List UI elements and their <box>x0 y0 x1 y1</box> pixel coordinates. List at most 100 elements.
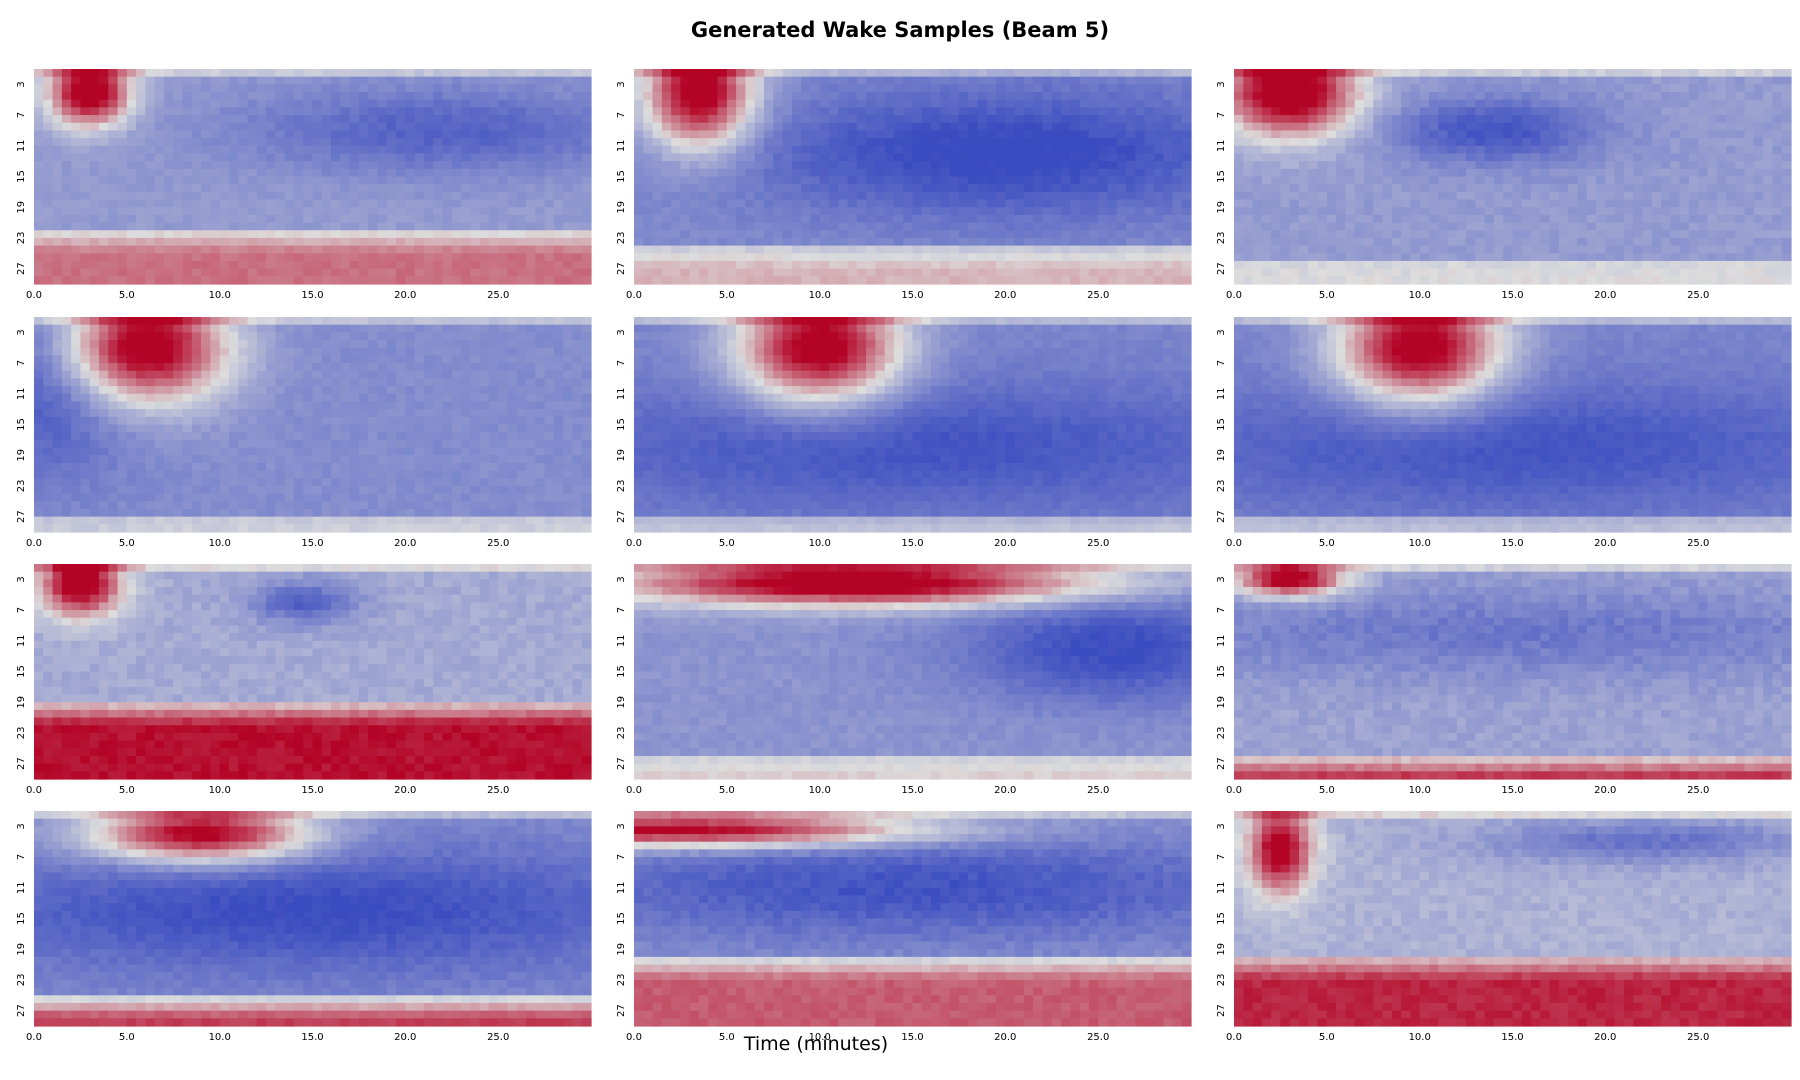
heatmap-cell <box>572 269 582 277</box>
heatmap-cell <box>1503 146 1513 154</box>
heatmap-cell <box>1540 84 1550 92</box>
heatmap-cell <box>773 100 783 108</box>
heatmap-cell <box>1262 223 1272 231</box>
heatmap-cell <box>1577 138 1587 146</box>
heatmap-cell <box>545 192 555 200</box>
heatmap-cell <box>535 77 545 85</box>
heatmap-cell <box>913 223 923 231</box>
heatmap-cell <box>1234 107 1244 115</box>
heatmap-cell <box>1717 138 1727 146</box>
heatmap-cell <box>220 253 230 261</box>
heatmap-cell <box>959 169 969 177</box>
heatmap-cell <box>461 215 471 223</box>
heatmap-cell <box>1531 184 1541 192</box>
heatmap-cell <box>1420 269 1430 277</box>
heatmap-cell <box>489 138 499 146</box>
heatmap-cell <box>1503 269 1513 277</box>
heatmap-cell <box>1438 184 1448 192</box>
heatmap-cell <box>727 153 737 161</box>
heatmap-cell <box>1670 200 1680 208</box>
heatmap-cell <box>368 184 378 192</box>
heatmap-cell <box>1782 92 1792 100</box>
heatmap-cell <box>1596 169 1606 177</box>
heatmap-cell <box>792 153 802 161</box>
heatmap-cell <box>1336 269 1346 277</box>
heatmap-cell <box>1089 100 1099 108</box>
heatmap-cell <box>1172 84 1182 92</box>
heatmap-cell <box>1243 69 1253 77</box>
heatmap-cell <box>1355 69 1365 77</box>
heatmap-cell <box>173 192 183 200</box>
heatmap-cell <box>238 253 248 261</box>
heatmap-cell <box>1253 153 1263 161</box>
heatmap-cell <box>71 261 81 269</box>
heatmap-cell <box>220 230 230 238</box>
heatmap-cell <box>653 169 663 177</box>
heatmap-cell <box>810 92 820 100</box>
heatmap-cell <box>653 215 663 223</box>
heatmap-cell <box>164 230 174 238</box>
heatmap-cell <box>173 230 183 238</box>
heatmap-cell <box>155 177 165 185</box>
heatmap-cell <box>1080 246 1090 254</box>
heatmap-cell <box>563 123 573 131</box>
heatmap-cell <box>377 207 387 215</box>
heatmap-cell <box>680 192 690 200</box>
heatmap-cell <box>266 192 276 200</box>
heatmap-cell <box>1782 207 1792 215</box>
heatmap-cell <box>1745 184 1755 192</box>
heatmap-cell <box>1126 200 1136 208</box>
heatmap-cell <box>266 184 276 192</box>
heatmap-cell <box>718 130 728 138</box>
heatmap-cell <box>201 276 211 284</box>
heatmap-cell <box>1401 261 1411 269</box>
heatmap-cell <box>708 92 718 100</box>
heatmap-cell <box>708 77 718 85</box>
heatmap-cell <box>572 246 582 254</box>
heatmap-cell <box>1271 169 1281 177</box>
heatmap-cell <box>1383 230 1393 238</box>
heatmap-cell <box>1652 269 1662 277</box>
heatmap-cell <box>820 246 830 254</box>
heatmap-cell <box>90 92 100 100</box>
heatmap-cell <box>1531 69 1541 77</box>
heatmap-cell <box>662 177 672 185</box>
heatmap-cell <box>118 123 128 131</box>
heatmap-cell <box>755 223 765 231</box>
heatmap-cell <box>1596 253 1606 261</box>
heatmap-cell <box>1429 223 1439 231</box>
heatmap-cell <box>1550 84 1560 92</box>
heatmap-cell <box>396 130 406 138</box>
heatmap-cell <box>1717 123 1727 131</box>
heatmap-cell <box>1772 69 1782 77</box>
heatmap-cell <box>164 169 174 177</box>
heatmap-cell <box>1485 169 1495 177</box>
heatmap-cell <box>99 269 109 277</box>
heatmap-cell <box>572 69 582 77</box>
heatmap-cell <box>940 153 950 161</box>
heatmap-cell <box>1401 246 1411 254</box>
heatmap-cell <box>1271 84 1281 92</box>
heatmap-cell <box>127 246 137 254</box>
heatmap-cell <box>248 223 258 231</box>
heatmap-cell <box>71 184 81 192</box>
heatmap-cell <box>1271 92 1281 100</box>
heatmap-cell <box>1745 107 1755 115</box>
heatmap-cell <box>377 269 387 277</box>
heatmap-cell <box>433 200 443 208</box>
heatmap-cell <box>340 200 350 208</box>
heatmap-cell <box>1383 138 1393 146</box>
heatmap-cell <box>1782 230 1792 238</box>
heatmap-cell <box>764 261 774 269</box>
heatmap-cell <box>62 192 72 200</box>
heatmap-cell <box>1661 207 1671 215</box>
heatmap-cell <box>396 177 406 185</box>
heatmap-cell <box>90 153 100 161</box>
heatmap-cell <box>294 138 304 146</box>
heatmap-cell <box>1234 215 1244 223</box>
heatmap-cell <box>1154 215 1164 223</box>
heatmap-cell <box>1052 261 1062 269</box>
heatmap-cell <box>350 161 360 169</box>
heatmap-cell <box>1290 77 1300 85</box>
heatmap-cell <box>201 177 211 185</box>
